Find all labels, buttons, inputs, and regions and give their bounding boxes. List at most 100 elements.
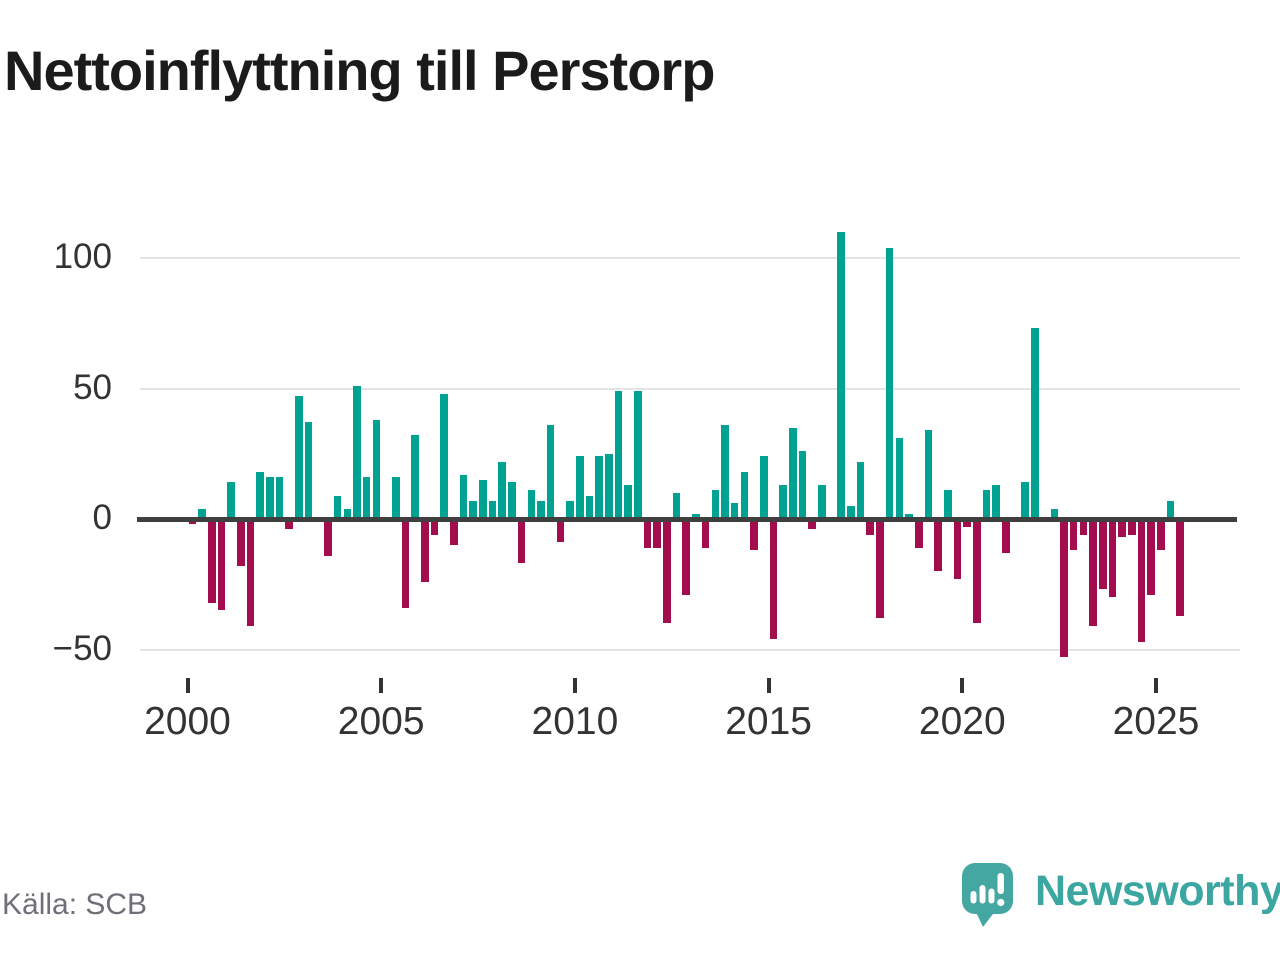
bar-2011-q1 bbox=[614, 391, 623, 519]
bar-2002-q3 bbox=[285, 519, 293, 530]
bar-2016-q2 bbox=[818, 485, 826, 519]
bar-2009-q3 bbox=[556, 519, 565, 543]
bar-2022-q4 bbox=[1069, 519, 1078, 551]
bar-2004-q1 bbox=[343, 508, 352, 519]
x-axis-line bbox=[137, 517, 1237, 522]
chart-title: Nettoinflyttning till Perstorp bbox=[4, 39, 715, 102]
bar-2008-q4 bbox=[527, 490, 536, 519]
source-caption: Källa: SCB bbox=[2, 888, 148, 921]
bar-2023-q2 bbox=[1089, 519, 1097, 626]
bar-2018-q2 bbox=[895, 438, 904, 519]
bar-2007-q4 bbox=[488, 500, 497, 519]
bar-2019-q1 bbox=[924, 430, 933, 519]
bar-2024-q1 bbox=[1118, 519, 1126, 538]
bar-2016-q1 bbox=[808, 519, 816, 530]
bar-2008-q3 bbox=[517, 519, 526, 564]
x-axis-label-2025: 2025 bbox=[1112, 700, 1200, 743]
bar-2012-q4 bbox=[682, 519, 691, 595]
bar-2011-q3 bbox=[634, 391, 642, 519]
bar-2025-q3 bbox=[1176, 519, 1184, 616]
bar-2025-q1 bbox=[1157, 519, 1165, 551]
bar-2019-q2 bbox=[934, 519, 942, 572]
bar-2004-q2 bbox=[353, 385, 361, 519]
bar-2006-q1 bbox=[420, 519, 429, 582]
bar-2015-q3 bbox=[789, 427, 797, 519]
bar-2020-q3 bbox=[982, 490, 991, 519]
bar-2018-q4 bbox=[914, 519, 923, 548]
bar-2010-q4 bbox=[604, 453, 613, 519]
bar-2020-q2 bbox=[973, 519, 981, 624]
x-tick-2020 bbox=[960, 678, 965, 693]
x-axis-label-2015: 2015 bbox=[725, 700, 812, 743]
bar-2001-q3 bbox=[246, 519, 255, 626]
bar-2018-q3 bbox=[905, 513, 913, 519]
bar-2023-q3 bbox=[1098, 519, 1107, 590]
bar-2006-q2 bbox=[430, 519, 439, 535]
bar-2013-q1 bbox=[692, 513, 700, 519]
x-axis-label-2020: 2020 bbox=[918, 700, 1006, 743]
y-axis-label-100: 100 bbox=[53, 237, 112, 276]
y-axis-label-50: 50 bbox=[73, 367, 112, 407]
bar-2000-q3 bbox=[207, 519, 216, 603]
bar-2017-q3 bbox=[866, 519, 875, 535]
bar-2017-q4 bbox=[876, 519, 884, 619]
bar-2000-q4 bbox=[217, 519, 226, 611]
bar-2009-q2 bbox=[546, 425, 555, 519]
bar-2002-q1 bbox=[266, 477, 274, 519]
bar-2010-q1 bbox=[575, 456, 584, 519]
bar-2014-q3 bbox=[750, 519, 758, 551]
bar-2009-q4 bbox=[566, 500, 574, 519]
bar-2015-q4 bbox=[798, 451, 807, 519]
x-tick-2005 bbox=[379, 678, 384, 693]
bar-2005-q2 bbox=[391, 477, 400, 519]
bar-2004-q3 bbox=[362, 477, 371, 519]
x-tick-2025 bbox=[1154, 678, 1158, 693]
bar-2005-q3 bbox=[401, 519, 410, 608]
bar-2012-q3 bbox=[672, 492, 681, 519]
bar-2012-q2 bbox=[663, 519, 671, 624]
bar-2013-q3 bbox=[711, 490, 720, 519]
bar-2017-q1 bbox=[847, 505, 855, 519]
bar-2020-q4 bbox=[992, 485, 1000, 519]
bar-2001-q1 bbox=[227, 482, 235, 519]
y-axis-label--50: −50 bbox=[52, 628, 112, 668]
bar-2002-q2 bbox=[275, 477, 284, 519]
bar-2002-q4 bbox=[295, 396, 303, 519]
bar-2007-q1 bbox=[459, 474, 468, 519]
bar-2003-q3 bbox=[324, 519, 332, 556]
bar-2007-q3 bbox=[479, 479, 487, 519]
bar-2011-q2 bbox=[624, 485, 632, 519]
bar-2000-q2 bbox=[198, 508, 206, 519]
x-axis-label-2000: 2000 bbox=[144, 700, 231, 743]
bar-2019-q4 bbox=[953, 519, 962, 580]
bar-2024-q2 bbox=[1127, 519, 1136, 535]
newsworthy-logo: Newsworthy bbox=[961, 862, 1280, 928]
bar-2014-q4 bbox=[759, 456, 768, 519]
bar-2006-q3 bbox=[440, 393, 448, 519]
bar-2023-q1 bbox=[1079, 519, 1088, 535]
bar-2023-q4 bbox=[1108, 519, 1117, 598]
gridline-50 bbox=[140, 387, 1240, 390]
bar-2018-q1 bbox=[885, 247, 894, 519]
bar-2014-q2 bbox=[740, 472, 749, 519]
bar-2025-q2 bbox=[1166, 500, 1175, 519]
gridline--50 bbox=[140, 648, 1240, 651]
bar-2019-q3 bbox=[943, 490, 952, 519]
bar-2009-q1 bbox=[537, 500, 545, 519]
bar-2010-q2 bbox=[585, 495, 594, 519]
bar-2024-q3 bbox=[1137, 519, 1146, 642]
bar-2008-q1 bbox=[498, 461, 507, 519]
bar-2013-q2 bbox=[701, 519, 710, 548]
bar-2021-q4 bbox=[1031, 328, 1039, 519]
bar-2008-q2 bbox=[508, 482, 516, 519]
bar-2003-q1 bbox=[304, 422, 313, 519]
bar-2015-q1 bbox=[769, 519, 778, 640]
bar-2003-q4 bbox=[333, 495, 342, 519]
brand-name: Newsworthy bbox=[1035, 867, 1280, 915]
bar-2016-q4 bbox=[837, 231, 846, 519]
x-axis-label-2010: 2010 bbox=[531, 700, 619, 743]
gridline-100 bbox=[140, 257, 1240, 259]
bar-2011-q4 bbox=[643, 519, 652, 548]
bar-2015-q2 bbox=[779, 485, 787, 519]
x-tick-2000 bbox=[185, 678, 190, 693]
